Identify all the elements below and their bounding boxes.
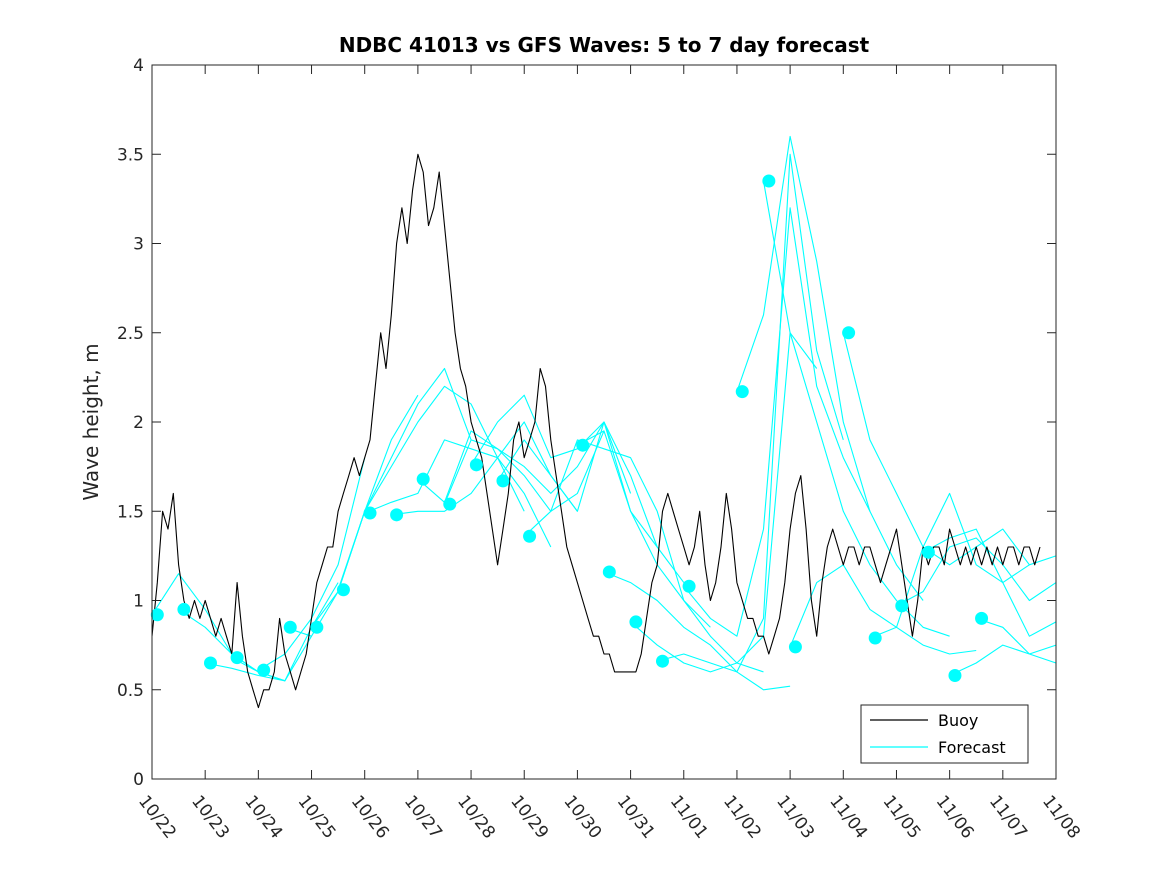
buoy-series-line — [151, 153, 1041, 709]
forecast-start-marker — [390, 508, 404, 522]
forecast-start-marker — [602, 565, 616, 579]
forecast-start-marker — [310, 620, 324, 634]
y-tick-label: 2 — [133, 413, 144, 433]
y-tick-label: 0.5 — [117, 681, 144, 701]
y-tick-label: 4 — [133, 56, 144, 76]
y-tick-label: 2.5 — [117, 324, 144, 344]
forecast-start-marker — [469, 458, 483, 472]
forecast-start-marker — [975, 611, 989, 625]
forecast-start-marker — [363, 506, 377, 520]
forecast-series-line — [497, 421, 685, 583]
forecast-start-marker — [230, 651, 244, 665]
forecast-start-marker — [655, 654, 669, 668]
y-axis: 0 0.5 1 1.5 2 2.5 3 3.5 4 — [117, 56, 1056, 790]
legend-box — [860, 704, 1029, 764]
forecast-start-marker — [788, 640, 802, 654]
forecast-start-marker — [203, 656, 217, 670]
forecast-series-line — [603, 571, 791, 691]
forecast-series-line — [523, 439, 711, 628]
forecast-series-line — [789, 564, 977, 655]
chart-title: NDBC 41013 vs GFS Waves: 5 to 7 day fore… — [339, 33, 870, 57]
forecast-series-line — [869, 492, 1057, 639]
forecast-series-line — [205, 635, 312, 682]
forecast-start-marker — [496, 474, 510, 488]
forecast-series-line — [976, 617, 1057, 664]
forecast-start-marker — [762, 174, 776, 188]
forecast-series-line — [736, 135, 924, 601]
forecast-markers — [150, 174, 989, 682]
y-tick-label: 3 — [133, 235, 144, 255]
forecast-series-line — [577, 430, 764, 673]
y-axis-label: Wave height, m — [79, 343, 103, 500]
forecast-start-marker — [576, 438, 590, 452]
forecast-start-marker — [177, 602, 191, 616]
forecast-start-marker — [283, 620, 297, 634]
forecast-series-line — [842, 332, 1030, 566]
forecast-start-marker — [735, 385, 749, 399]
y-tick-label: 0 — [133, 770, 144, 790]
forecast-start-marker — [921, 545, 935, 559]
legend-forecast-label: Forecast — [938, 738, 1006, 757]
forecast-start-marker — [150, 608, 164, 622]
forecast-start-marker — [443, 497, 457, 511]
forecast-start-marker — [523, 529, 537, 543]
forecast-start-marker — [842, 326, 856, 340]
y-tick-label: 1 — [133, 592, 144, 612]
forecast-start-marker — [682, 579, 696, 593]
y-tick-label: 3.5 — [117, 145, 144, 165]
forecast-series-line — [896, 537, 1057, 607]
legend: Buoy Forecast — [860, 704, 1029, 764]
forecast-series-line — [443, 421, 632, 505]
forecast-start-marker — [895, 599, 909, 613]
forecast-start-marker — [948, 668, 962, 682]
forecast-start-marker — [336, 583, 350, 597]
forecast-start-marker — [257, 663, 271, 677]
forecast-series-line — [231, 582, 339, 682]
y-tick-label: 1.5 — [117, 502, 144, 522]
forecast-start-marker — [416, 472, 430, 486]
buoy-line — [151, 153, 1041, 709]
forecast-series-line — [949, 644, 1057, 676]
forecast-series-line — [337, 385, 525, 590]
forecast-start-marker — [629, 615, 643, 629]
forecast-series-line — [762, 180, 950, 637]
forecast-series-line — [364, 439, 552, 548]
legend-buoy-label: Buoy — [938, 711, 978, 730]
forecast-series-line — [683, 207, 871, 637]
forecast-series-line — [657, 153, 844, 673]
forecast-start-marker — [868, 631, 882, 645]
